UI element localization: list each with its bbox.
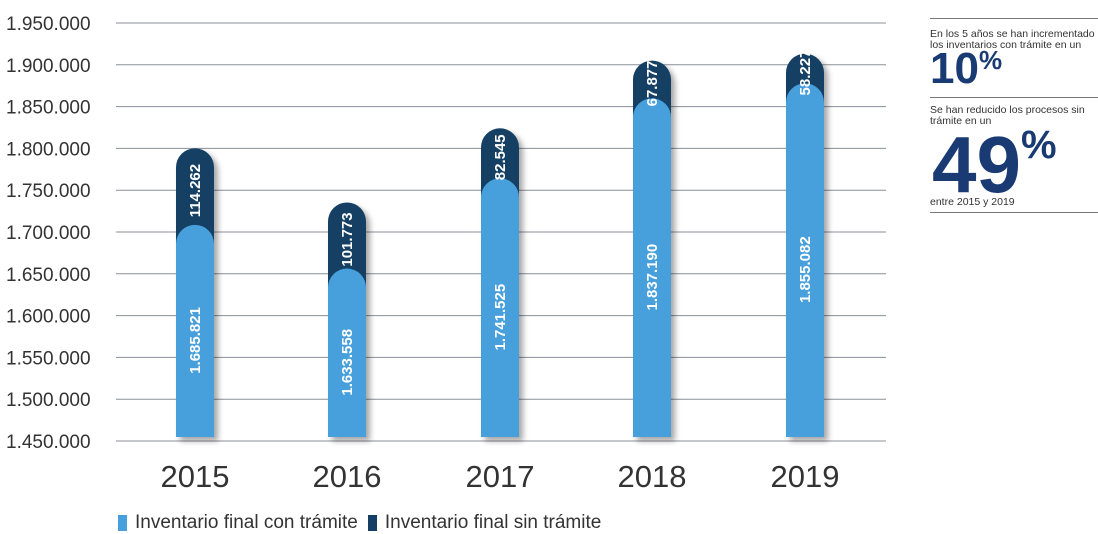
y-tick-label: 1.600.000 [6,307,91,328]
y-axis-tick-labels: 1.450.000 1.500.000 1.550.000 1.600.000 1.65… [6,14,91,453]
legend-swatch-con-tramite [118,515,127,531]
legend-item-sin-tramite: Inventario final sin trámite [367,512,602,534]
stat-reduction-value: 49 [932,120,1021,209]
stat-increase-unit: % [978,45,1003,75]
y-tick-label: 1.950.000 [6,14,91,35]
legend-swatch-sin-tramite [367,515,377,531]
bars: 1.685.821 114.262 1.633.558 101.773 1.741.52… [176,50,824,438]
y-tick-label: 1.900.000 [6,56,91,77]
stat-increase: 10% [930,47,1098,91]
y-tick-label: 1.700.000 [6,223,91,244]
stat-increase-value: 10 [930,44,979,93]
divider [930,97,1098,98]
stat-reduction: 49% [932,125,1098,205]
data-label-con-tramite: 1.685.821 [187,307,204,374]
x-tick-label: 2019 [771,459,840,494]
data-label-sin-tramite: 114.262 [187,164,204,217]
stat-reduction-unit: % [1020,123,1057,167]
bar-segment-con-tramite [481,178,519,437]
legend-label-sin-tramite: Inventario final sin trámite [384,512,602,533]
legend-label-con-tramite: Inventario final con trámite [135,512,358,533]
y-tick-label: 1.750.000 [6,181,91,202]
legend-item-con-tramite: Inventario final con trámite [118,512,358,534]
y-tick-label: 1.800.000 [6,139,91,160]
divider [930,212,1098,213]
bar-group-2019 [786,53,824,438]
bar-group-2017 [481,128,519,438]
summary-text-3: entre 2015 y 2019 [930,196,1015,208]
data-label-sin-tramite: 67.877 [644,60,661,106]
bar-group-2015 [176,148,214,437]
divider [930,18,1098,19]
bar-segment-con-tramite [176,224,214,437]
y-tick-label: 1.550.000 [6,348,91,369]
bar-segment-con-tramite [786,83,824,438]
y-tick-label: 1.500.000 [6,390,91,411]
x-tick-label: 2018 [618,459,687,494]
bar-chart: 1.450.000 1.500.000 1.550.000 1.600.000 1.65… [6,14,886,494]
x-axis-year-labels: 2015 2016 2017 2018 2019 [161,459,840,494]
data-label-con-tramite: 1.855.082 [797,236,814,303]
y-tick-label: 1.850.000 [6,98,91,119]
data-label-sin-tramite: 82.545 [492,134,509,180]
data-label-con-tramite: 1.837.190 [644,244,661,311]
summary-panel: En los 5 años se han incrementado los in… [930,18,1098,213]
y-tick-label: 1.650.000 [6,265,91,286]
x-tick-label: 2015 [161,459,230,494]
data-label-sin-tramite: 101.773 [339,212,356,266]
x-tick-label: 2017 [466,459,535,494]
bar-group-2018 [633,60,671,438]
data-label-con-tramite: 1.633.558 [339,329,356,396]
data-label-con-tramite: 1.741.525 [492,284,509,351]
summary-text-2: Se han reducido los procesos sin trámite… [930,104,1085,127]
bar-segment-con-tramite [633,98,671,438]
bar-group-2016 [328,202,366,437]
summary-text-1: En los 5 años se han incrementado los in… [930,28,1095,51]
y-tick-label: 1.450.000 [6,432,91,453]
data-label-sin-tramite: 58.227 [797,50,814,96]
x-tick-label: 2016 [313,459,382,494]
bar-segment-con-tramite [328,268,366,437]
legend: Inventario final con trámite Inventario … [118,512,601,534]
